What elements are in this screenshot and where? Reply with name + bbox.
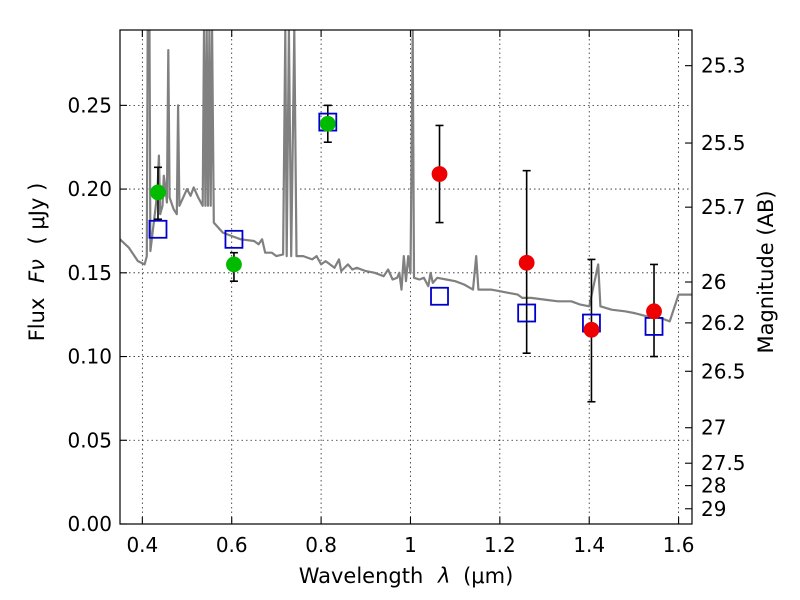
plot-frame: [119, 29, 693, 525]
x-axis-title: Wavelength λ (μm): [299, 564, 514, 588]
plot-area: 0.4 0.6 0.8 1 1.2 1.4 1.6 0.00 0.05 0.10 0.15 0.20 0…: [67, 29, 746, 557]
y2-tick-label: 29: [701, 497, 726, 521]
nir-data-point: [518, 254, 535, 271]
y2-tick-label: 27.5: [701, 451, 746, 475]
y-tick-label: 0.25: [67, 93, 112, 117]
y2-axis-title: Magnitude (AB): [754, 190, 778, 353]
optical-data-point: [226, 256, 242, 273]
y-tick-label: 0.05: [67, 428, 112, 452]
template-spectrum-line: [120, 30, 692, 323]
x-tick-label: 0.4: [126, 533, 158, 557]
optical-data-point: [150, 184, 166, 201]
model-point-square: [224, 229, 244, 249]
model-point-square: [148, 219, 168, 239]
model-point-square: [430, 286, 449, 306]
y2-tick-label: 26.5: [701, 359, 746, 383]
y-tick-label: 0.15: [67, 261, 112, 285]
y2-tick-label: 25.3: [701, 54, 746, 78]
x-tick-label: 1.4: [573, 533, 605, 557]
y2-tick-label: 27: [701, 416, 726, 440]
y-axis-title: Flux Fν ( μJy ): [25, 183, 49, 342]
x-tick-label: 1.2: [484, 533, 516, 557]
nir-data-point: [646, 303, 662, 320]
x-tick-label: 0.8: [305, 533, 337, 557]
nir-data-point: [583, 321, 600, 338]
y-tick-label: 0.20: [67, 177, 112, 201]
x-tick-label: 0.6: [216, 533, 248, 557]
x-tick-label: 1.6: [663, 533, 695, 557]
nir-data-point: [431, 166, 448, 182]
y-tick-label: 0.00: [67, 512, 112, 536]
model-point-square: [517, 303, 537, 323]
y2-tick-label: 28: [701, 474, 726, 498]
y2-tick-label: 25.5: [701, 131, 746, 155]
y-tick-label: 0.10: [67, 345, 112, 369]
x-tick-label: 1: [404, 533, 417, 557]
y2-tick-label: 25.7: [701, 195, 746, 219]
optical-data-point: [319, 115, 336, 132]
y2-tick-label: 26: [701, 270, 726, 294]
y2-tick-label: 26.2: [701, 311, 746, 335]
